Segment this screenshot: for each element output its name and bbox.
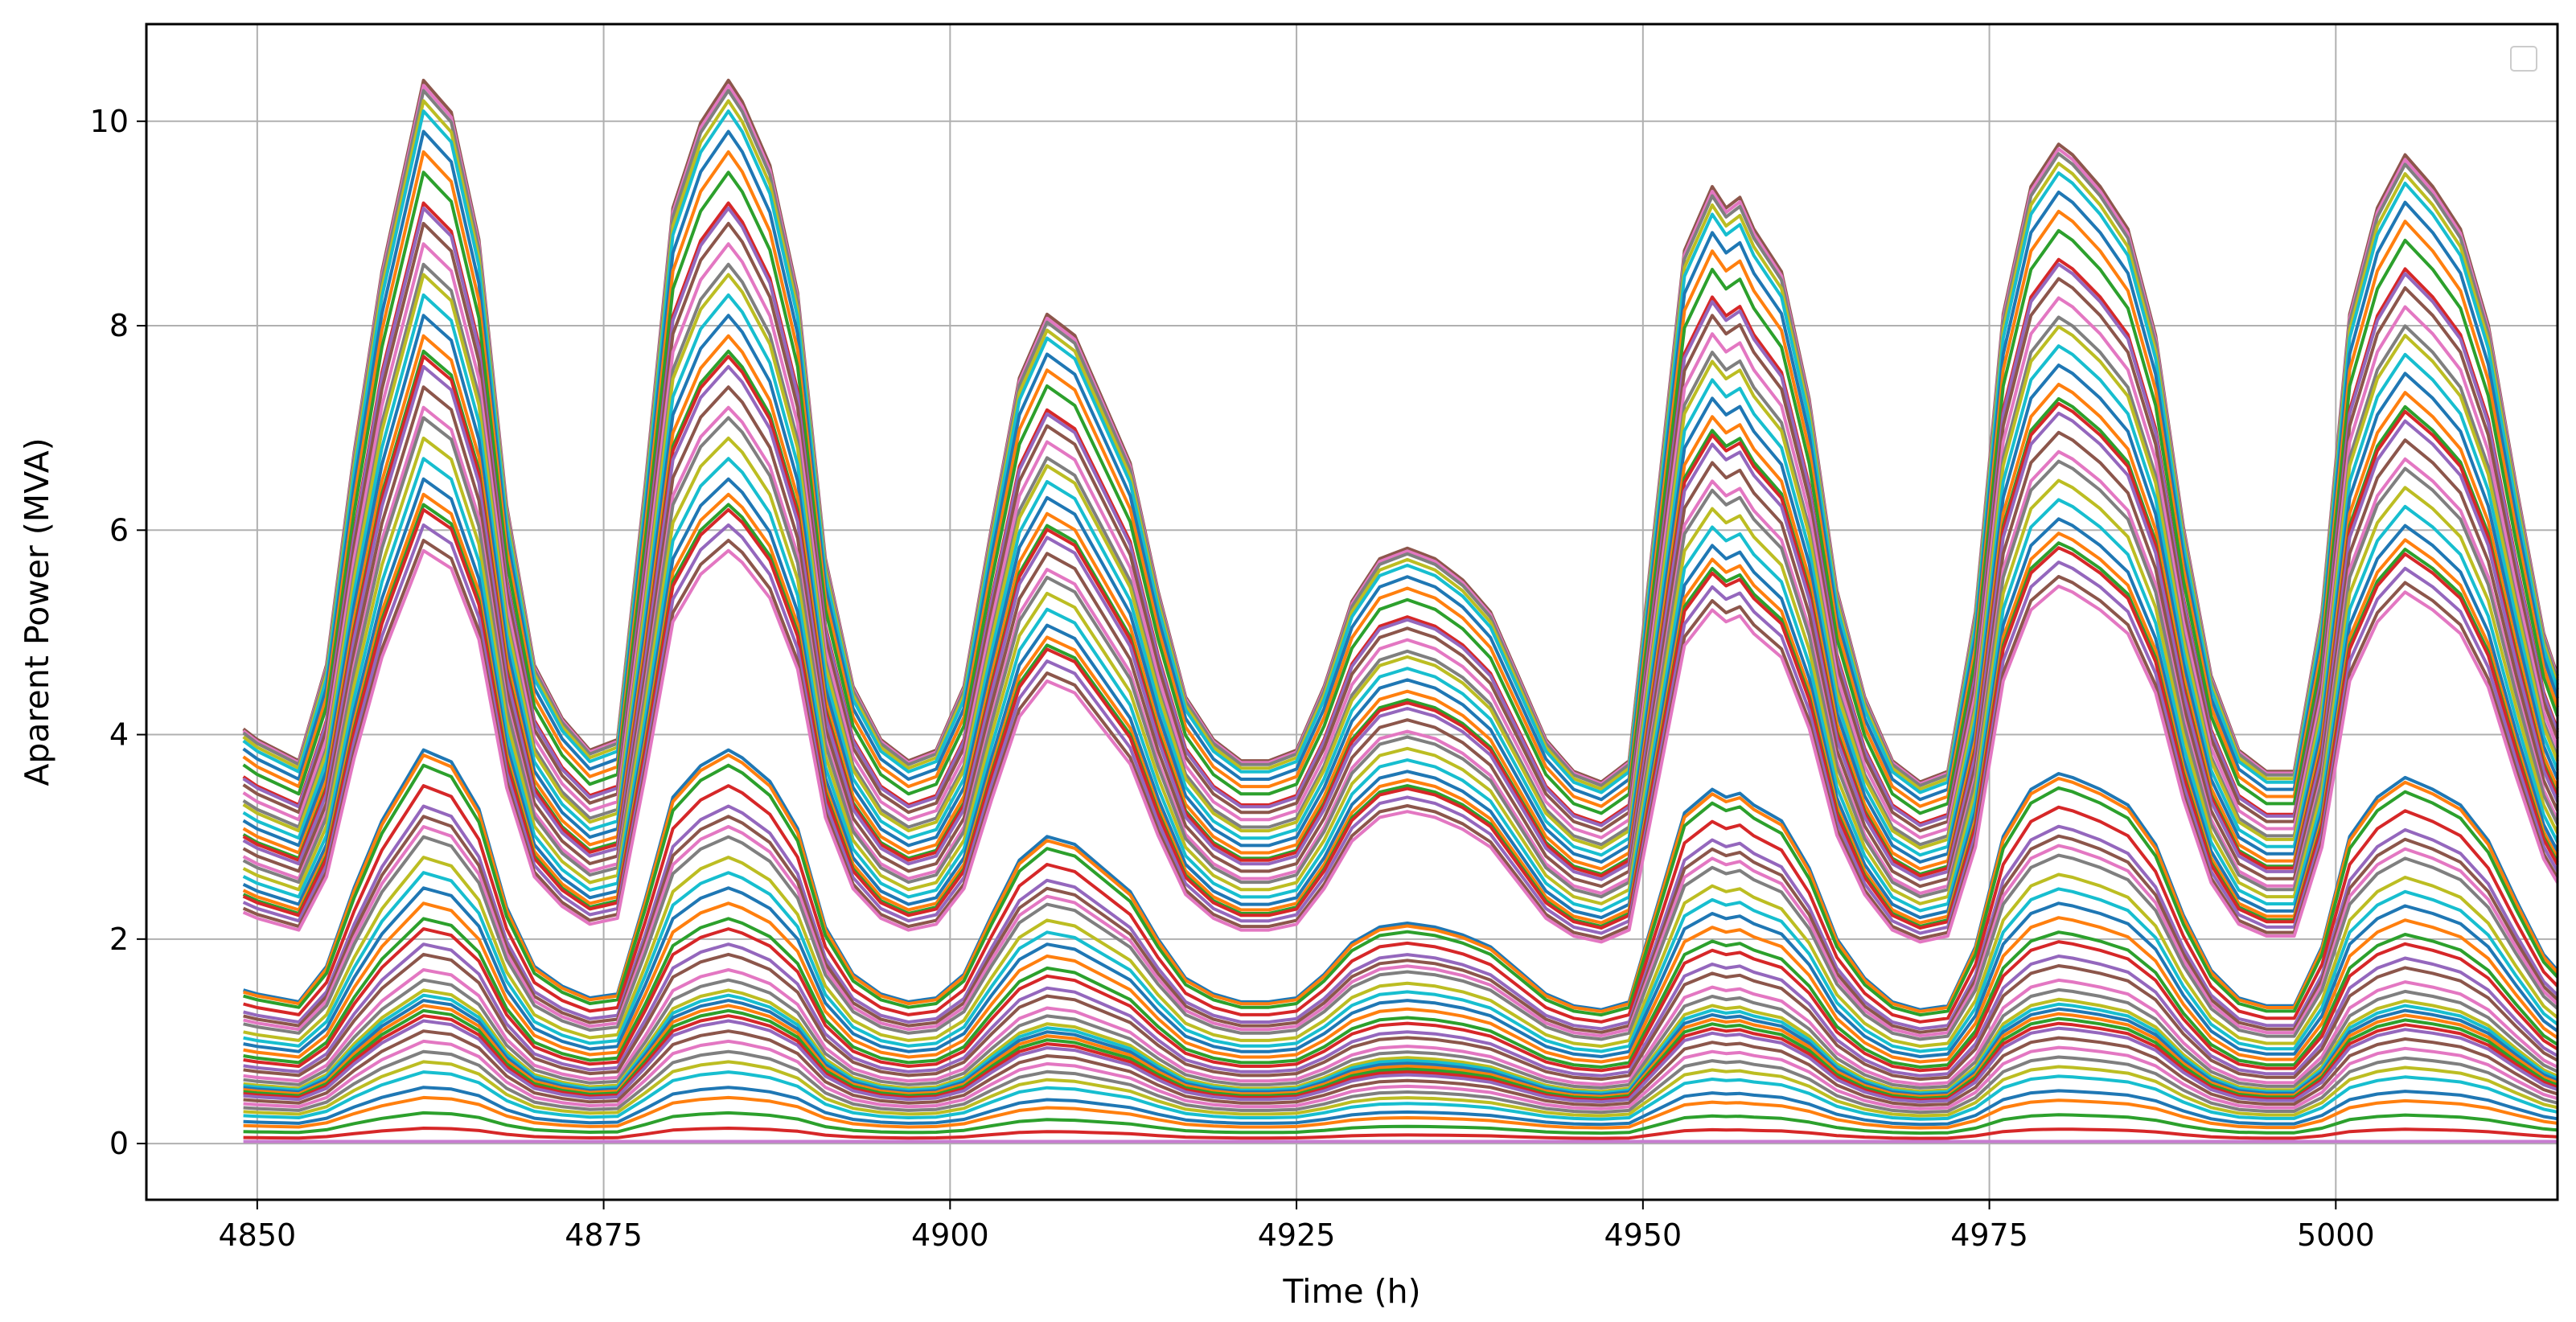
y-tick-label: 10 [90,104,129,139]
series-line [243,952,2558,1082]
x-tick-label: 4850 [218,1217,296,1253]
x-tick-label: 4900 [911,1217,989,1253]
x-tick-label: 4975 [1950,1217,2028,1253]
x-tick-label: 4875 [565,1217,643,1253]
series-line [242,436,2559,905]
series-line [243,825,2559,1038]
y-tick-label: 8 [109,308,129,343]
series-line [243,804,2559,1031]
series-line [243,886,2559,1058]
series-line [243,1127,2558,1140]
series-line [243,1060,2558,1118]
series-line [242,548,2559,944]
series-line [242,457,2559,913]
series-line [243,1039,2558,1111]
series-line [243,856,2559,1049]
series-line [243,1019,2558,1104]
series-line [243,871,2559,1053]
series-line [243,901,2559,1064]
series-line [243,968,2558,1086]
y-tick-label: 2 [109,922,129,957]
series-line [242,170,2559,815]
plot-frame [145,23,2559,1201]
series-line [243,1008,2558,1100]
series-line [243,1095,2558,1130]
series-line [243,815,2559,1034]
series-line [243,1086,2558,1127]
series-line [243,927,2559,1073]
series-line [243,1111,2558,1135]
series-line [243,978,2558,1090]
x-tick-label: 4925 [1258,1217,1336,1253]
y-tick-label: 0 [109,1126,129,1161]
series-line [243,942,2558,1078]
y-tick-label: 6 [109,512,129,548]
x-axis-ticks: 4850 4875 4900 4925 4950 4975 5000 [218,1200,2375,1253]
x-tick-label: 5000 [2297,1217,2375,1253]
series-line [243,784,2559,1024]
series-line [243,1029,2558,1107]
y-tick-label: 4 [109,717,129,753]
x-axis-label: Time (h) [1282,1272,1420,1311]
series-line [243,835,2559,1041]
y-axis-label: Aparent Power (MVA) [18,437,56,786]
series-line [243,1014,2558,1102]
series-lines [242,78,2559,1143]
x-tick-label: 4950 [1604,1217,1682,1253]
series-line [243,917,2559,1069]
series-line [243,763,2559,1017]
series-line [243,1070,2558,1121]
legend-box [2510,46,2537,72]
y-axis-ticks: 0 2 4 6 8 10 [90,104,146,1161]
series-line [243,1049,2558,1115]
